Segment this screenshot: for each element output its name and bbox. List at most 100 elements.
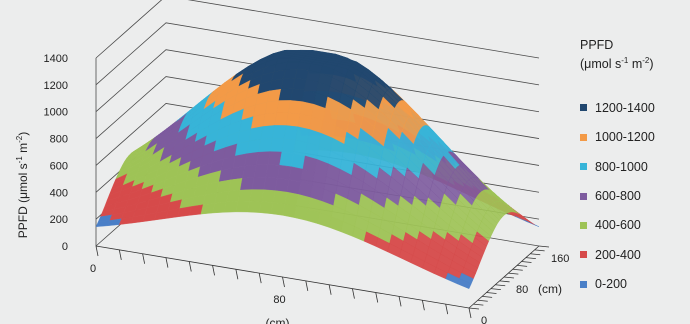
depth-tick [477, 299, 488, 302]
z-tick-label-1200: 1200 [44, 80, 68, 92]
legend-label: 400-600 [595, 218, 641, 233]
legend-item: 600-800 [580, 181, 690, 210]
surface-facet [272, 125, 287, 139]
surface-facet [294, 68, 310, 80]
depth-tick [525, 257, 536, 260]
surface-facet [261, 189, 276, 203]
depth-tick [473, 303, 484, 306]
legend-swatch [580, 280, 587, 288]
surface-facet [295, 126, 310, 143]
surface-facet [274, 112, 289, 126]
surface-facet [247, 200, 262, 213]
surface-facet [258, 201, 274, 214]
x-tick [235, 269, 239, 280]
surface-facet [457, 278, 472, 289]
x-tick [282, 276, 285, 288]
z-axis-title: PPFD (μmol s-1 m-2) [15, 132, 30, 239]
legend-item: 800-1000 [580, 152, 690, 181]
depth-axis-line [468, 245, 540, 309]
legend-title: PPFD (μmol s-1 m-2) [580, 37, 690, 72]
depth-tick [468, 307, 480, 310]
legend-title-line2: (μmol s-1 m-2) [580, 56, 654, 72]
z-tick-label-200: 200 [50, 214, 68, 226]
depth-tick [499, 280, 510, 283]
x-tick-label-0: 0 [90, 263, 96, 275]
legend: PPFD (μmol s-1 m-2) 1200-1400 1000-1200 80… [580, 37, 690, 299]
surface-facet [265, 164, 280, 179]
gridline-1200 [95, 22, 540, 86]
legend-item: 0-200 [580, 270, 690, 299]
legend-item: 200-400 [580, 240, 690, 269]
legend-item: 1200-1400 [580, 93, 690, 122]
surface-facet [267, 151, 283, 166]
surface-facet [269, 138, 285, 153]
legend-title-line1: PPFD [580, 38, 614, 52]
depth-tick [503, 276, 515, 279]
x-tick [305, 280, 309, 291]
x-tick [398, 296, 402, 307]
x-tick [375, 292, 379, 303]
x-tick [118, 249, 122, 260]
z-tick-label-1400: 1400 [44, 53, 68, 65]
depth-tick [490, 288, 501, 291]
surface-facet [263, 177, 278, 191]
x-tick [212, 265, 215, 276]
x-tick [421, 300, 425, 311]
depth-tick [482, 295, 493, 298]
depth-axis-title: (cm) [538, 282, 562, 296]
surface-facet [270, 202, 285, 216]
surface-facet [292, 78, 307, 91]
z-tick-label-400: 400 [50, 187, 68, 199]
depth-tick [508, 272, 519, 275]
legend-label: 200-400 [595, 247, 641, 262]
depth-tick-label-0: 0 [481, 315, 487, 324]
depth-tick [495, 284, 506, 287]
surface-facet [274, 177, 290, 193]
legend-swatch [580, 192, 587, 200]
x-axis-title: (cm) [266, 316, 290, 324]
depth-tick [530, 253, 541, 256]
surface-facet [291, 153, 306, 170]
surface-facet [281, 138, 296, 154]
x-tick [188, 261, 192, 272]
x-tick [142, 253, 146, 264]
surface-facet [293, 139, 308, 157]
x-tick [258, 273, 262, 284]
surface-facet [290, 88, 305, 102]
surface-facet [283, 125, 299, 141]
surface-facet [253, 164, 269, 178]
surface-facet [279, 151, 294, 167]
legend-swatch [580, 251, 587, 259]
legend-swatch [580, 104, 587, 112]
depth-tick [512, 268, 523, 271]
x-tick [95, 245, 99, 257]
legend-swatch [580, 221, 587, 229]
depth-tick [521, 261, 532, 263]
legend-item: 400-600 [580, 211, 690, 240]
x-tick [352, 288, 355, 299]
depth-tick [486, 292, 497, 294]
surface-facet [288, 166, 304, 183]
surface-facet [251, 177, 267, 190]
surface-facet [282, 203, 297, 218]
legend-swatch [580, 163, 587, 171]
depth-tick [517, 264, 528, 267]
surface-facet [286, 179, 301, 195]
depth-tick-label-160: 160 [551, 253, 569, 265]
legend-label: 1200-1400 [595, 100, 655, 115]
x-tick [445, 304, 449, 315]
legend-label: 600-800 [595, 189, 641, 204]
surface-facet [285, 112, 301, 128]
legend-swatch [580, 133, 587, 141]
legend-items: 1200-1400 1000-1200 800-1000 600-800 400-600… [580, 93, 690, 299]
legend-label: 0-200 [595, 277, 627, 292]
z-tick-label-1000: 1000 [44, 107, 68, 119]
z-tick-label-0: 0 [62, 241, 68, 253]
z-tick-label-800: 800 [50, 134, 68, 146]
legend-item: 1000-1200 [580, 123, 690, 152]
x-axis-line [95, 245, 470, 309]
x-tick [468, 307, 472, 319]
depth-tick-label-80: 80 [516, 284, 528, 296]
